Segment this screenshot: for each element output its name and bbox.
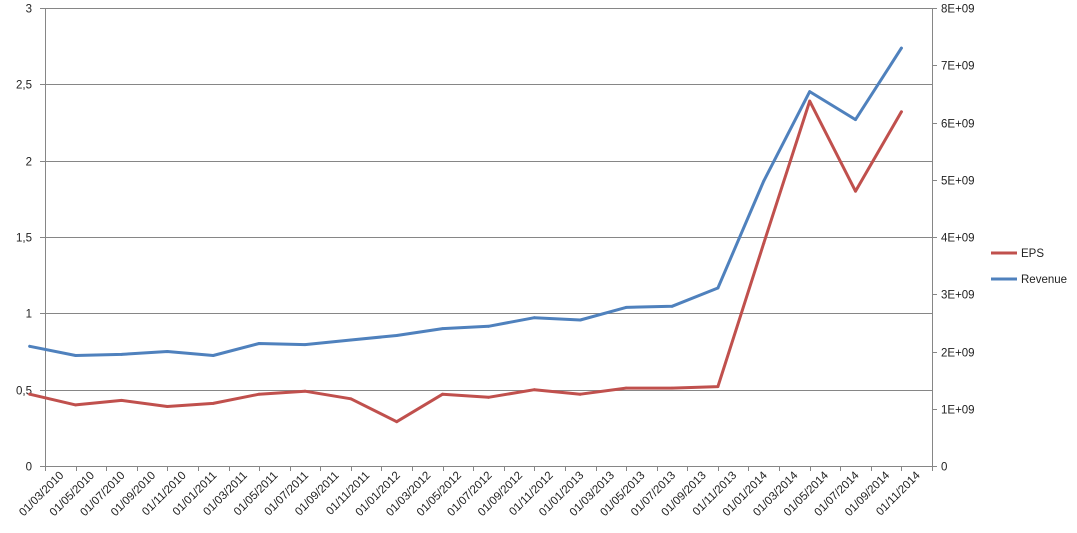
data-point-eps [716, 385, 720, 388]
y-tick-label: 0,5 [16, 386, 32, 398]
data-point-revenue [808, 90, 812, 93]
y2-tick-label: 6E+09 [941, 119, 975, 131]
series-line-eps [28, 99, 903, 424]
y-tick-label: 2 [26, 157, 32, 169]
y2-tick-label: 7E+09 [941, 61, 975, 73]
y-axis-right-ticks: 0 1E+09 2E+09 3E+09 4E+09 5E+09 6E+09 7E+09 8E+0… [941, 4, 975, 474]
data-point-eps [487, 395, 490, 399]
data-point-eps [808, 99, 812, 103]
x-axis-ticks: 01/03/201001/05/201001/07/201001/09/2010… [17, 469, 923, 519]
data-point-eps [395, 420, 399, 424]
data-point-eps [28, 392, 32, 396]
data-point-eps [533, 388, 536, 392]
data-point-eps [670, 386, 674, 390]
data-point-revenue [441, 327, 444, 330]
data-point-eps [74, 403, 77, 407]
y2-tick-label: 5E+09 [941, 176, 975, 188]
data-point-eps [211, 402, 215, 405]
data-point-revenue [257, 342, 261, 345]
data-point-revenue [670, 304, 674, 308]
data-point-revenue [28, 344, 32, 348]
gridlines [45, 8, 932, 391]
y-tick-label: 0 [26, 462, 32, 474]
data-point-eps [624, 386, 628, 390]
data-point-revenue [211, 354, 215, 357]
data-point-revenue [74, 354, 77, 357]
y2-tick-label: 0 [941, 462, 947, 474]
data-point-revenue [854, 118, 857, 121]
legend-label-revenue: Revenue [1021, 274, 1067, 286]
y2-tick-label: 1E+09 [941, 405, 975, 417]
data-point-revenue [624, 306, 628, 309]
y-tick-label: 3 [26, 4, 32, 16]
y2-tick-label: 3E+09 [941, 290, 975, 302]
data-point-eps [441, 392, 444, 396]
legend-label-eps: EPS [1021, 248, 1044, 260]
series-line-revenue [28, 46, 903, 357]
y-axis-left-ticks: 0 0,5 1 1,5 2 2,5 3 [16, 4, 32, 474]
data-point-eps [900, 110, 903, 114]
data-point-eps [762, 241, 766, 245]
data-point-revenue [578, 318, 582, 322]
data-point-revenue [487, 324, 490, 328]
data-point-eps [578, 392, 582, 396]
legend: EPS Revenue [991, 248, 1067, 286]
data-point-eps [120, 399, 123, 402]
y2-tick-label: 2E+09 [941, 348, 975, 360]
data-point-revenue [395, 334, 399, 337]
y-tick-label: 1 [26, 309, 32, 321]
axes [40, 8, 937, 471]
data-point-revenue [303, 343, 307, 346]
data-point-revenue [120, 353, 123, 356]
data-point-eps [303, 389, 307, 393]
data-point-eps [349, 397, 353, 401]
series-lines [28, 46, 903, 424]
y-tick-label: 1,5 [16, 233, 32, 245]
data-point-eps [257, 392, 261, 396]
y2-tick-label: 8E+09 [941, 4, 975, 16]
data-point-eps [165, 405, 169, 408]
data-point-revenue [349, 338, 353, 342]
data-point-revenue [762, 179, 766, 183]
data-point-revenue [900, 46, 903, 50]
data-point-revenue [533, 316, 536, 320]
y-tick-label: 2,5 [16, 80, 32, 92]
data-point-revenue [165, 350, 169, 353]
y2-tick-label: 4E+09 [941, 233, 975, 245]
data-point-revenue [716, 286, 720, 290]
data-point-eps [854, 189, 857, 193]
